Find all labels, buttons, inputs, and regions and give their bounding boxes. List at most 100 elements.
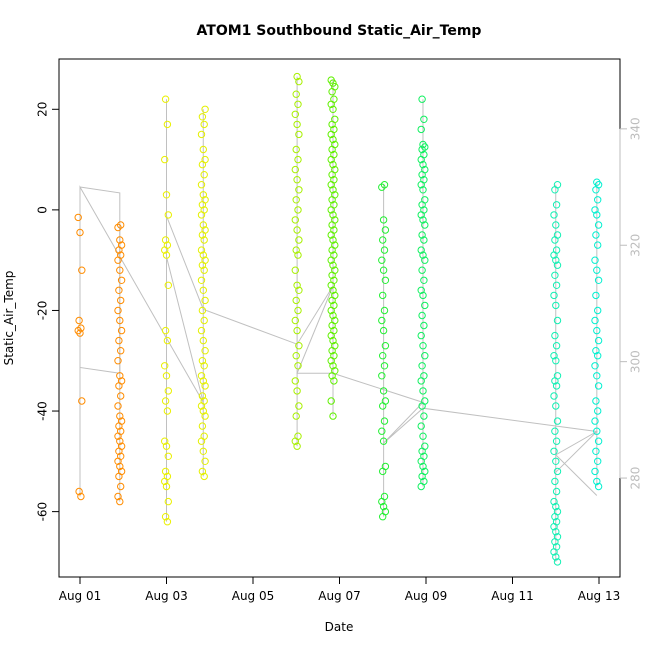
data-point: [201, 347, 209, 355]
y2-tick-label: 320: [629, 234, 643, 257]
y-axis-left: -60 -40 -20 0 20: [36, 102, 60, 521]
data-point: [329, 286, 337, 294]
y-axis-right: 280 300 320 340: [619, 117, 643, 490]
data-point: [161, 513, 170, 521]
data-point: [551, 186, 559, 194]
data-point: [201, 382, 209, 390]
data-point: [381, 342, 390, 350]
data-point: [163, 407, 172, 415]
data-point: [378, 427, 386, 435]
data-point: [116, 412, 124, 420]
data-point: [115, 246, 123, 254]
data-point: [593, 427, 601, 435]
data-point: [379, 387, 388, 395]
data-point: [199, 145, 208, 154]
data-point: [552, 502, 560, 511]
data-point: [550, 251, 558, 259]
data-point: [328, 372, 336, 380]
data-point: [594, 437, 603, 445]
data-point: [379, 352, 387, 360]
data-point: [329, 236, 337, 244]
data-point: [592, 231, 600, 239]
data-point: [328, 120, 336, 129]
data-point: [551, 331, 559, 340]
right-axis-trace-line: [79, 185, 598, 496]
data-point: [592, 397, 600, 405]
data-point: [417, 211, 425, 219]
data-points-layer: [74, 72, 603, 566]
data-point: [161, 397, 170, 405]
x-tick-label: Aug 05: [232, 589, 275, 603]
right-axis-trace-layer: [79, 185, 598, 496]
data-point: [199, 407, 208, 415]
data-point: [114, 457, 122, 465]
data-point: [418, 266, 426, 274]
data-point: [420, 236, 428, 244]
data-point: [295, 342, 303, 350]
data-point: [417, 422, 425, 430]
data-point: [327, 181, 335, 189]
data-point: [379, 326, 388, 335]
data-point: [198, 201, 207, 209]
y-tick-label: 0: [36, 206, 50, 214]
data-point: [291, 266, 299, 274]
y2-tick-label: 280: [629, 467, 643, 490]
data-point: [329, 105, 337, 114]
data-point: [162, 442, 171, 450]
data-point: [419, 342, 427, 350]
data-point: [593, 372, 601, 380]
data-point: [329, 311, 337, 320]
data-point: [552, 382, 561, 390]
data-point: [327, 155, 335, 164]
data-point: [379, 216, 388, 224]
x-tick-label: Aug 09: [405, 589, 448, 603]
x-tick-label: Aug 01: [59, 589, 102, 603]
data-point: [550, 447, 558, 455]
data-point: [197, 246, 206, 254]
data-point: [293, 176, 301, 184]
data-point: [417, 457, 425, 465]
data-point: [199, 221, 208, 229]
data-point: [292, 246, 300, 254]
data-point: [329, 261, 337, 269]
data-point: [418, 231, 426, 239]
data-point: [418, 311, 426, 320]
data-point: [291, 110, 299, 119]
data-point: [417, 125, 425, 134]
data-point: [295, 402, 303, 410]
data-point: [417, 246, 425, 254]
data-point: [162, 191, 171, 199]
data-point: [379, 513, 387, 521]
data-point: [116, 316, 124, 325]
chart-title: ATOM1 Southbound Static_Air_Temp: [197, 23, 482, 39]
data-point: [327, 100, 335, 109]
data-point: [197, 211, 206, 219]
data-point: [418, 171, 426, 179]
data-point: [419, 432, 427, 440]
data-point: [328, 321, 336, 330]
data-point: [418, 362, 426, 370]
data-point: [294, 155, 302, 164]
data-point: [594, 457, 602, 465]
data-point: [380, 306, 389, 315]
data-point: [117, 296, 125, 305]
data-point: [197, 372, 206, 380]
data-point: [379, 266, 388, 274]
data-point: [295, 130, 303, 139]
data-point: [418, 145, 426, 154]
data-point: [294, 306, 302, 315]
data-point: [419, 251, 427, 259]
data-point: [550, 523, 558, 531]
data-point: [197, 276, 206, 284]
data-point: [115, 382, 123, 390]
data-point: [200, 472, 208, 481]
data-point: [381, 226, 390, 234]
data-point: [292, 352, 300, 360]
data-point: [114, 432, 122, 440]
data-point: [115, 336, 123, 345]
data-point: [329, 186, 337, 194]
x-tick-label: Aug 03: [145, 589, 188, 603]
data-point: [550, 497, 558, 506]
data-point: [592, 447, 600, 455]
data-point: [328, 347, 336, 355]
